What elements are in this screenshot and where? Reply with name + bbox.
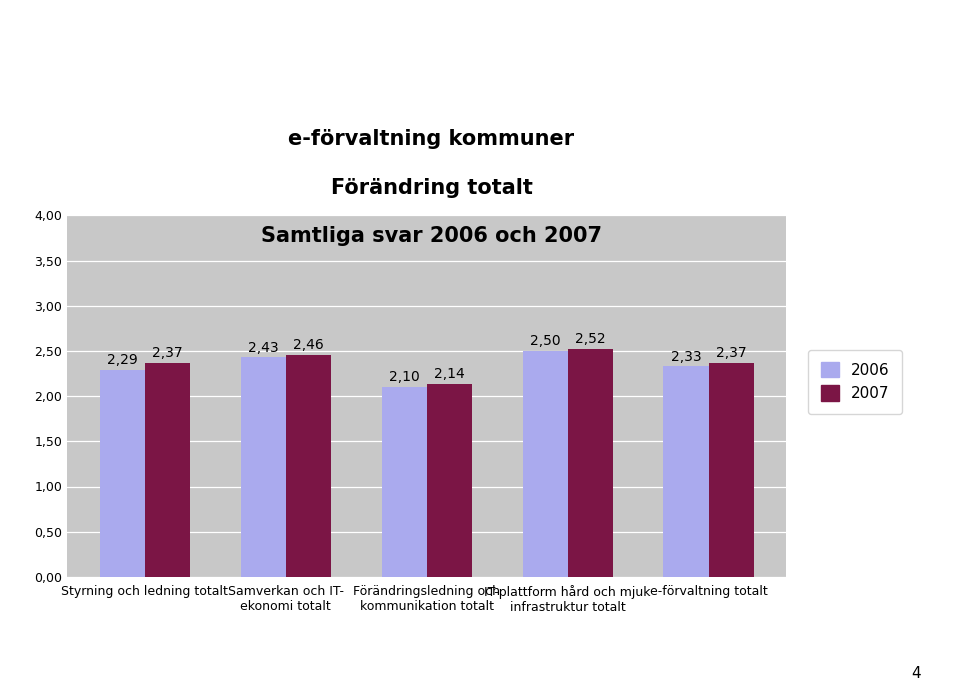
Text: 2,46: 2,46 — [293, 338, 324, 352]
Bar — [286, 354, 331, 577]
Text: 2,10: 2,10 — [388, 370, 420, 384]
Bar — [145, 363, 190, 577]
Bar — [523, 351, 568, 577]
Text: 2,14: 2,14 — [433, 367, 465, 381]
Text: 2,43: 2,43 — [248, 341, 279, 354]
Text: 2,37: 2,37 — [152, 346, 183, 360]
Text: 2,52: 2,52 — [574, 332, 605, 346]
Bar — [664, 366, 709, 577]
Bar — [568, 349, 613, 577]
Bar — [709, 363, 754, 577]
Text: 2,29: 2,29 — [107, 353, 138, 367]
Text: Förändring totalt: Förändring totalt — [331, 178, 532, 197]
Legend: 2006, 2007: 2006, 2007 — [808, 350, 902, 414]
Bar — [382, 387, 427, 577]
Text: 2,37: 2,37 — [715, 346, 746, 360]
Bar — [427, 384, 472, 577]
Text: 2,50: 2,50 — [529, 334, 560, 348]
Text: Samtliga svar 2006 och 2007: Samtliga svar 2006 och 2007 — [261, 227, 602, 246]
Bar — [241, 357, 286, 577]
Text: 2,33: 2,33 — [670, 350, 701, 363]
Text: e-förvaltning kommuner: e-förvaltning kommuner — [289, 129, 574, 149]
Text: 4: 4 — [911, 666, 921, 681]
Bar — [100, 370, 145, 577]
